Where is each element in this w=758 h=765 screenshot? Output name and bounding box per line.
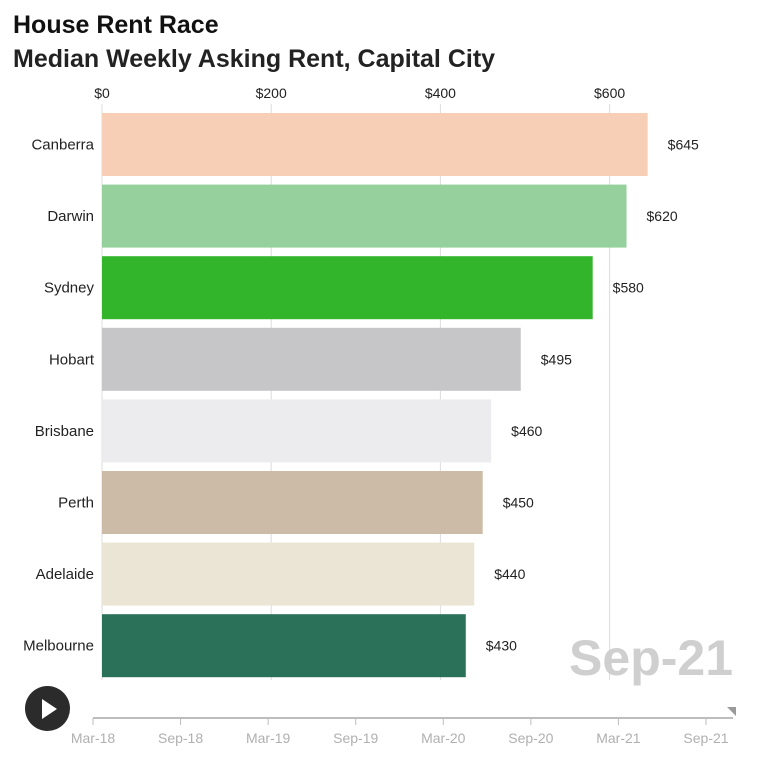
bar — [102, 542, 475, 606]
bar — [102, 471, 483, 534]
timeline-slider[interactable]: Mar-18 Sep-18 Mar-19 Sep-19 Mar-20 Sep-20 Mar-… — [71, 707, 736, 746]
current-date-watermark: Sep-21 — [569, 630, 733, 686]
category-label: Melbourne — [23, 638, 94, 655]
category-label: Adelaide — [36, 566, 94, 583]
timeline-label: Sep-18 — [158, 730, 203, 746]
x-axis-ticks: $0 $200 $400 $600 — [94, 85, 625, 101]
timeline-label: Sep-19 — [333, 730, 378, 746]
play-icon — [42, 699, 57, 719]
timeline-label: Sep-20 — [508, 730, 553, 746]
value-label: $495 — [541, 351, 572, 367]
value-label: $460 — [511, 423, 542, 439]
x-tick-label: $200 — [256, 85, 287, 101]
x-tick-label: $600 — [594, 85, 625, 101]
category-label: Brisbane — [35, 423, 94, 440]
bar — [102, 113, 648, 176]
timeline-label: Mar-20 — [421, 730, 466, 746]
category-label: Hobart — [49, 351, 95, 368]
timeline-label: Mar-21 — [596, 730, 641, 746]
category-label: Canberra — [31, 137, 94, 154]
category-label: Sydney — [44, 280, 95, 297]
value-label: $450 — [503, 495, 534, 511]
play-button[interactable] — [25, 686, 70, 731]
value-label: $645 — [668, 137, 699, 153]
chart-subtitle: Median Weekly Asking Rent, Capital City — [13, 45, 496, 73]
chart-title: House Rent Race — [13, 11, 219, 39]
bar — [102, 327, 521, 391]
value-label: $440 — [494, 566, 525, 582]
category-label: Darwin — [47, 208, 94, 225]
timeline-label: Mar-18 — [71, 730, 116, 746]
timeline-label: Mar-19 — [246, 730, 291, 746]
bars: Canberra $645 Darwin $620 Sydney $580 Hobart $4… — [23, 113, 699, 678]
bar — [102, 184, 627, 248]
timeline-label: Sep-21 — [683, 730, 728, 746]
x-tick-label: $400 — [425, 85, 456, 101]
bar — [102, 399, 492, 463]
timeline-handle-icon[interactable] — [727, 707, 736, 716]
value-label: $430 — [486, 638, 517, 654]
x-tick-label: $0 — [94, 85, 110, 101]
value-label: $620 — [647, 208, 678, 224]
bar — [102, 614, 466, 678]
bar — [102, 256, 593, 320]
value-label: $580 — [613, 280, 644, 296]
category-label: Perth — [58, 495, 94, 512]
